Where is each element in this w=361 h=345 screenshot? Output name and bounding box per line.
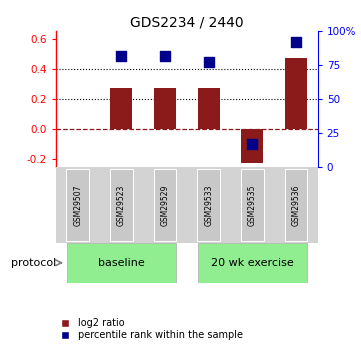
FancyBboxPatch shape: [197, 169, 220, 241]
Text: GSM29507: GSM29507: [73, 184, 82, 226]
FancyBboxPatch shape: [284, 169, 307, 241]
Text: GSM29529: GSM29529: [161, 184, 170, 226]
FancyBboxPatch shape: [110, 169, 133, 241]
Bar: [285, 58, 307, 129]
Text: baseline: baseline: [98, 258, 145, 268]
Legend: log2 ratio, percentile rank within the sample: log2 ratio, percentile rank within the s…: [55, 318, 243, 340]
Text: protocol: protocol: [11, 258, 56, 268]
FancyBboxPatch shape: [154, 169, 176, 241]
Text: 20 wk exercise: 20 wk exercise: [211, 258, 293, 268]
Text: GSM29533: GSM29533: [204, 184, 213, 226]
Text: GSM29535: GSM29535: [248, 184, 257, 226]
Bar: [242, 129, 263, 162]
Title: GDS2234 / 2440: GDS2234 / 2440: [130, 16, 244, 30]
Text: GSM29536: GSM29536: [291, 184, 300, 226]
FancyBboxPatch shape: [198, 243, 307, 283]
FancyBboxPatch shape: [241, 169, 264, 241]
Point: [293, 39, 299, 45]
Bar: [198, 88, 219, 129]
Text: GSM29523: GSM29523: [117, 184, 126, 226]
FancyBboxPatch shape: [66, 169, 89, 241]
Bar: [110, 88, 132, 129]
Point: [206, 60, 212, 65]
Bar: [154, 88, 176, 129]
Point: [162, 53, 168, 58]
FancyBboxPatch shape: [67, 243, 176, 283]
Point: [249, 141, 255, 147]
Point: [118, 53, 124, 58]
